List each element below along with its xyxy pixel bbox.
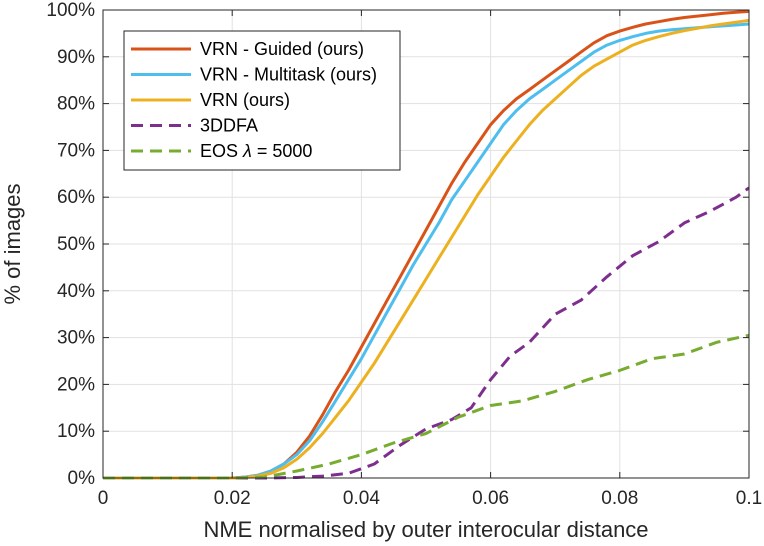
y-axis-title: % of images (0, 183, 25, 304)
series-line-3ddfa (103, 186, 749, 480)
x-tick-label: 0.02 (214, 488, 251, 509)
y-tick-label: 30% (57, 328, 95, 349)
legend-label: 3DDFA (200, 116, 258, 136)
y-tick-label: 20% (57, 374, 95, 395)
series-line-vrn-multitask-ours (103, 22, 749, 480)
y-tick-label: 80% (57, 94, 95, 115)
ticks (102, 9, 750, 479)
y-tick-label: 10% (57, 421, 95, 442)
y-tick-label: 50% (57, 234, 95, 255)
x-tick-label: 0 (98, 488, 109, 509)
legend-label-text: EOS (200, 141, 243, 161)
x-axis-title: NME normalised by outer interocular dist… (203, 517, 648, 542)
x-tick-label: 0.04 (343, 488, 380, 509)
legend-label: EOS λ = 5000 (200, 141, 312, 161)
x-tick-label: 0.06 (472, 488, 509, 509)
x-tick-label: 0.08 (601, 488, 638, 509)
legend: VRN - Guided (ours) VRN - Multitask (ours… (123, 30, 401, 171)
y-tick-label: 90% (57, 47, 95, 68)
legend-label-text: VRN (ours) (200, 90, 290, 110)
y-tick-label: 100% (46, 0, 95, 21)
legend-label: VRN - Multitask (ours) (200, 65, 377, 85)
x-tick-labels: 0 0.02 0.04 0.06 0.08 0.1 (98, 488, 763, 509)
legend-label-symbol: λ (242, 141, 252, 161)
y-tick-labels: 0% 10% 20% 30% 40% 50% 60% 70% 80% 90% 100% (46, 0, 95, 489)
y-tick-label: 0% (68, 468, 96, 489)
series-line-vrn-guided-ours (103, 9, 749, 480)
legend-label: VRN - Guided (ours) (200, 39, 364, 59)
legend-label-text: VRN - Guided (ours) (200, 39, 364, 59)
series-layer (103, 9, 749, 480)
y-tick-label: 40% (57, 281, 95, 302)
y-tick-label: 70% (57, 140, 95, 161)
legend-label: VRN (ours) (200, 90, 290, 110)
series-line-vrn-ours (103, 18, 749, 480)
x-tick-label: 0.1 (736, 488, 762, 509)
y-tick-label: 60% (57, 187, 95, 208)
series-line-eos-5000 (103, 333, 749, 480)
legend-label-suffix: = 5000 (252, 141, 313, 161)
legend-label-text: VRN - Multitask (ours) (200, 65, 377, 85)
legend-label-text: 3DDFA (200, 116, 258, 136)
